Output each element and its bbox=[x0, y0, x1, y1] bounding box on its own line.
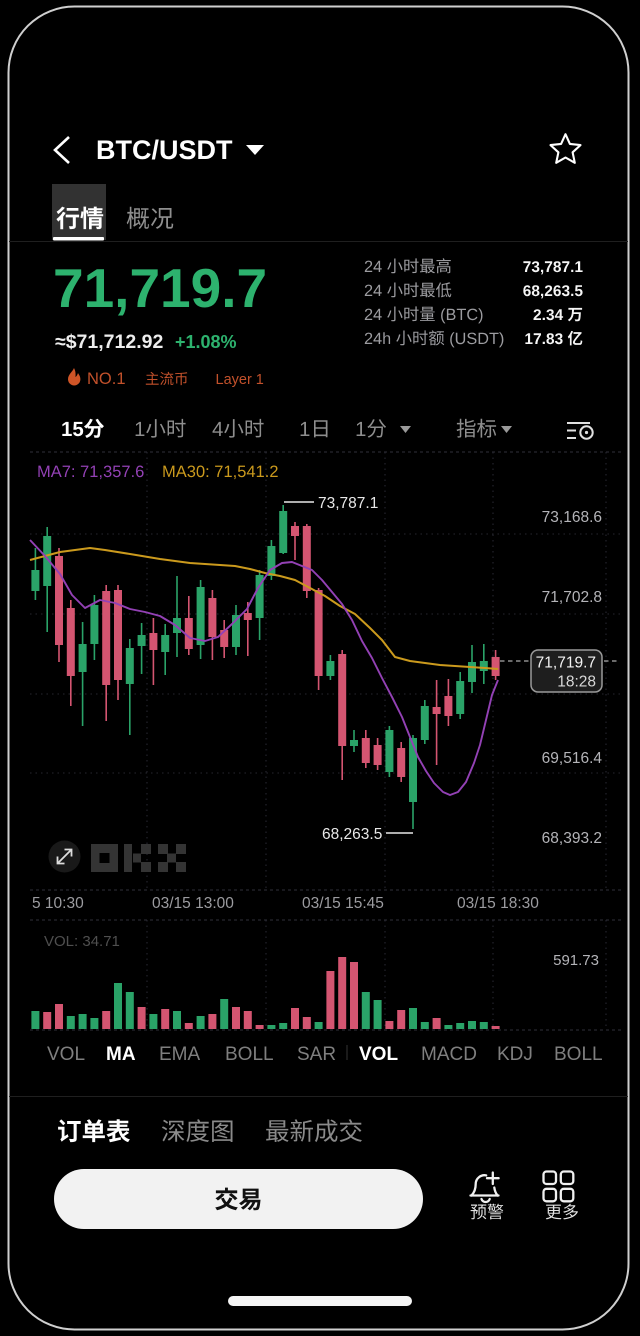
svg-text:71,719.7: 71,719.7 bbox=[536, 655, 596, 672]
svg-text:KDJ: KDJ bbox=[497, 1044, 533, 1065]
svg-text:591.73: 591.73 bbox=[553, 952, 599, 969]
svg-text:BOLL: BOLL bbox=[554, 1044, 603, 1065]
svg-text:68,263.5: 68,263.5 bbox=[322, 826, 382, 843]
svg-text:03/15 13:00: 03/15 13:00 bbox=[152, 895, 234, 912]
svg-text:71,702.8: 71,702.8 bbox=[542, 589, 602, 606]
svg-text:VOL: VOL bbox=[47, 1044, 85, 1065]
svg-text:69,516.4: 69,516.4 bbox=[542, 750, 603, 767]
svg-text:5 10:30: 5 10:30 bbox=[32, 895, 84, 912]
svg-text:03/15 18:30: 03/15 18:30 bbox=[457, 895, 539, 912]
svg-text:Layer 1: Layer 1 bbox=[216, 372, 264, 388]
svg-text:BOLL: BOLL bbox=[225, 1044, 274, 1065]
svg-text:EMA: EMA bbox=[159, 1044, 201, 1065]
svg-text:VOL: VOL bbox=[359, 1044, 398, 1065]
svg-text:SAR: SAR bbox=[297, 1044, 336, 1065]
svg-text:71,719.7: 71,719.7 bbox=[53, 257, 267, 319]
svg-text:03/15 15:45: 03/15 15:45 bbox=[302, 895, 384, 912]
svg-text:18:28: 18:28 bbox=[557, 674, 596, 691]
svg-text:≈$71,712.92: ≈$71,712.92 bbox=[55, 331, 163, 353]
svg-text:73,168.6: 73,168.6 bbox=[542, 509, 602, 526]
svg-text:73,787.1: 73,787.1 bbox=[318, 495, 378, 512]
svg-text:VOL: 34.71: VOL: 34.71 bbox=[44, 933, 120, 950]
svg-text:MACD: MACD bbox=[421, 1044, 477, 1065]
svg-text:BTC/USDT: BTC/USDT bbox=[96, 135, 233, 165]
svg-text:NO.1: NO.1 bbox=[87, 370, 126, 388]
svg-text:MA: MA bbox=[106, 1044, 136, 1065]
svg-text:+1.08%: +1.08% bbox=[175, 332, 237, 352]
svg-text:68,393.2: 68,393.2 bbox=[542, 830, 602, 847]
